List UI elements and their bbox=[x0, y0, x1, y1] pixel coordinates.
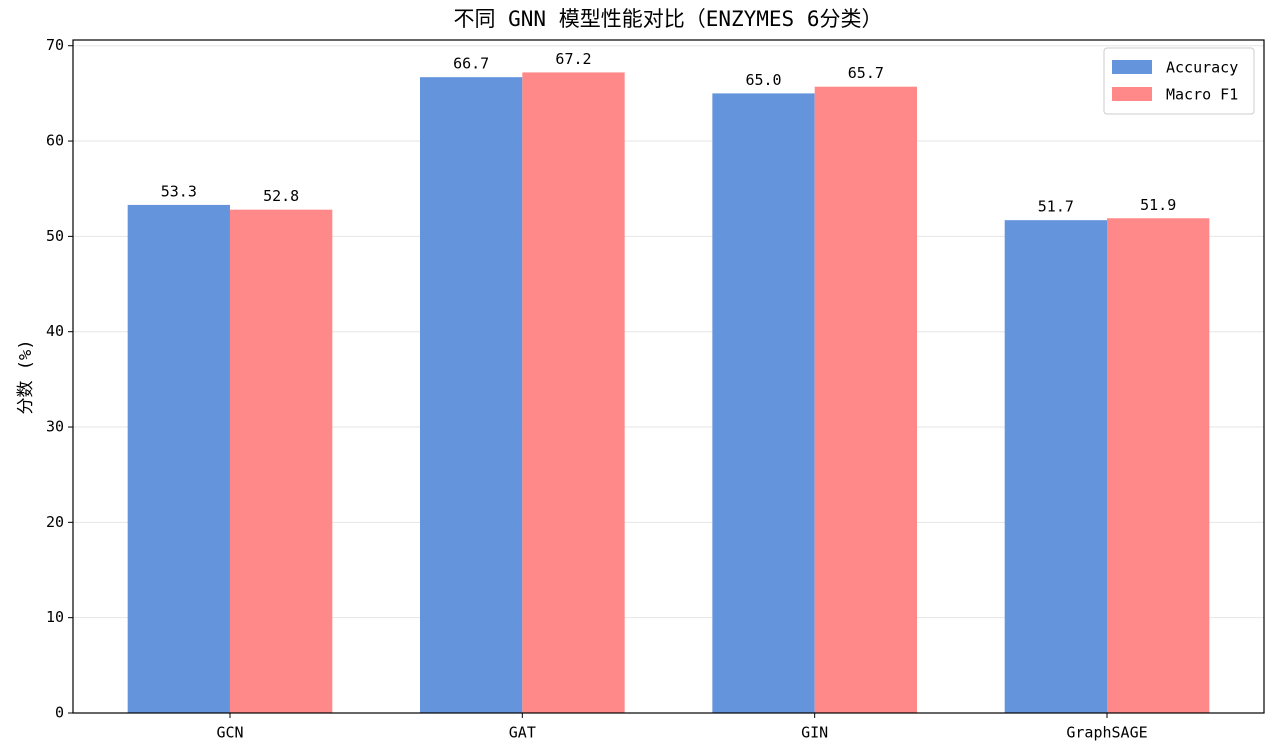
y-tick-label: 20 bbox=[46, 513, 64, 531]
value-label: 67.2 bbox=[555, 50, 591, 68]
x-tick-label: GraphSAGE bbox=[1066, 724, 1147, 742]
y-tick-label: 0 bbox=[55, 704, 64, 722]
legend-label: Accuracy bbox=[1166, 59, 1238, 77]
y-tick-label: 60 bbox=[46, 132, 64, 150]
x-tick-label: GAT bbox=[509, 724, 536, 742]
legend-label: Macro F1 bbox=[1166, 86, 1238, 104]
bar bbox=[1004, 220, 1108, 714]
value-label: 66.7 bbox=[453, 55, 489, 73]
legend-swatch bbox=[1112, 60, 1152, 74]
value-label: 53.3 bbox=[161, 182, 197, 200]
value-label: 65.0 bbox=[745, 71, 781, 89]
bar bbox=[712, 93, 815, 713]
value-label: 51.7 bbox=[1038, 198, 1074, 216]
x-tick-label: GIN bbox=[801, 724, 828, 742]
bar bbox=[420, 77, 523, 713]
plot-frame bbox=[72, 39, 1265, 714]
value-label: 51.9 bbox=[1140, 196, 1176, 214]
value-label: 65.7 bbox=[848, 64, 884, 82]
bar bbox=[814, 86, 917, 713]
bar bbox=[1107, 218, 1210, 713]
chart-title: 不同 GNN 模型性能对比（ENZYMES 6分类） bbox=[453, 7, 882, 31]
y-tick-label: 50 bbox=[46, 227, 64, 245]
bar bbox=[522, 72, 625, 713]
y-tick-label: 70 bbox=[46, 36, 64, 54]
y-axis-label: 分数 (%) bbox=[16, 340, 36, 415]
x-tick-label: GCN bbox=[216, 724, 243, 742]
y-tick-label: 30 bbox=[46, 418, 64, 436]
legend-swatch bbox=[1112, 87, 1152, 101]
y-tick-label: 40 bbox=[46, 322, 64, 340]
value-label: 52.8 bbox=[263, 187, 299, 205]
bar bbox=[229, 209, 333, 714]
bar bbox=[127, 204, 230, 713]
y-tick-label: 10 bbox=[46, 608, 64, 626]
